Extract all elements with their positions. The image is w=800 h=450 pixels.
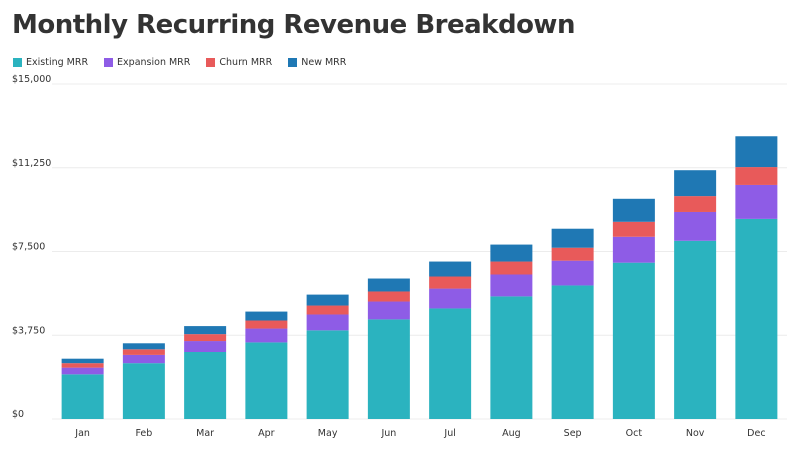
legend-item[interactable]: Existing MRR	[13, 57, 88, 68]
y-tick-label: $0	[12, 409, 24, 420]
legend-label: Expansion MRR	[117, 57, 191, 68]
x-tick-label: Sep	[564, 428, 582, 439]
bar-segment	[551, 260, 594, 286]
bar-segment	[674, 240, 717, 419]
bar-segment	[735, 136, 778, 168]
bar-segment	[245, 328, 288, 343]
legend-label: Existing MRR	[26, 57, 89, 68]
legend-label: New MRR	[301, 57, 347, 68]
bar-segment	[551, 228, 594, 248]
bar-segment	[490, 296, 533, 419]
bar-segment	[367, 278, 410, 292]
bar-segment	[551, 247, 594, 261]
y-tick-label: $11,250	[12, 158, 51, 169]
y-tick-label: $7,500	[12, 242, 45, 253]
bar-segment	[551, 285, 594, 419]
legend-swatch	[288, 58, 298, 67]
x-tick-label: Aug	[502, 428, 521, 439]
bar-segment	[674, 170, 717, 197]
bar-segment	[490, 244, 533, 262]
bar-segment	[735, 167, 778, 185]
x-tick-label: Feb	[135, 428, 152, 439]
bar-segment	[612, 221, 655, 237]
bar-segment	[245, 342, 288, 419]
bar-segment	[61, 363, 104, 368]
bar-segment	[429, 288, 472, 309]
bar-segment	[367, 291, 410, 302]
x-tick-label: May	[318, 428, 338, 439]
bar-segment	[306, 314, 349, 331]
x-tick-label: Nov	[686, 428, 705, 439]
legend-item[interactable]: New MRR	[288, 57, 346, 68]
bar-segment	[612, 236, 655, 263]
x-tick-label: Apr	[258, 428, 275, 439]
bar-segment	[61, 367, 104, 375]
bar-segment	[245, 320, 288, 329]
x-tick-label: Jun	[380, 428, 396, 439]
bar-segment	[184, 326, 227, 335]
bar-segment	[184, 334, 227, 342]
bar-segment	[184, 352, 227, 419]
bar-segment	[612, 198, 655, 222]
y-tick-label: $15,000	[12, 74, 51, 85]
bar-segment	[61, 374, 104, 419]
bar-segment	[674, 196, 717, 212]
legend-item[interactable]: Churn MRR	[206, 57, 272, 68]
bar-segment	[429, 308, 472, 419]
x-tick-label: Oct	[626, 428, 643, 439]
legend-swatch	[206, 58, 216, 67]
bar-segment	[184, 341, 227, 352]
bar-segment	[612, 262, 655, 419]
x-tick-label: Jul	[443, 428, 455, 439]
x-tick-label: Dec	[747, 428, 765, 439]
bar-segment	[245, 311, 288, 321]
bar-segment	[122, 363, 165, 419]
legend-swatch	[13, 58, 22, 67]
chart-title: Monthly Recurring Revenue Breakdown	[12, 10, 575, 40]
x-tick-label: Jan	[74, 428, 90, 439]
bar-segment	[122, 343, 165, 350]
bar-segment	[306, 305, 349, 315]
bar-segment	[122, 354, 165, 364]
bar-segment	[122, 349, 165, 355]
legend-swatch	[104, 58, 114, 67]
legend-item[interactable]: Expansion MRR	[104, 57, 190, 68]
bar-segment	[674, 211, 717, 241]
y-tick-label: $3,750	[12, 325, 45, 336]
bar-segment	[61, 358, 104, 364]
bar-segment	[429, 276, 472, 289]
bar-segment	[429, 261, 472, 277]
x-tick-label: Mar	[196, 428, 214, 439]
bar-segment	[306, 330, 349, 419]
bar-segment	[735, 184, 778, 219]
bar-segment	[490, 261, 533, 275]
bar-segment	[367, 319, 410, 419]
legend: Existing MRR Expansion MRR Churn MRR New MR…	[13, 57, 346, 68]
bar-segment	[306, 294, 349, 306]
bar-segment	[735, 218, 778, 419]
bar-segment	[490, 274, 533, 297]
bar-segment	[367, 301, 410, 320]
legend-label: Churn MRR	[219, 57, 273, 68]
